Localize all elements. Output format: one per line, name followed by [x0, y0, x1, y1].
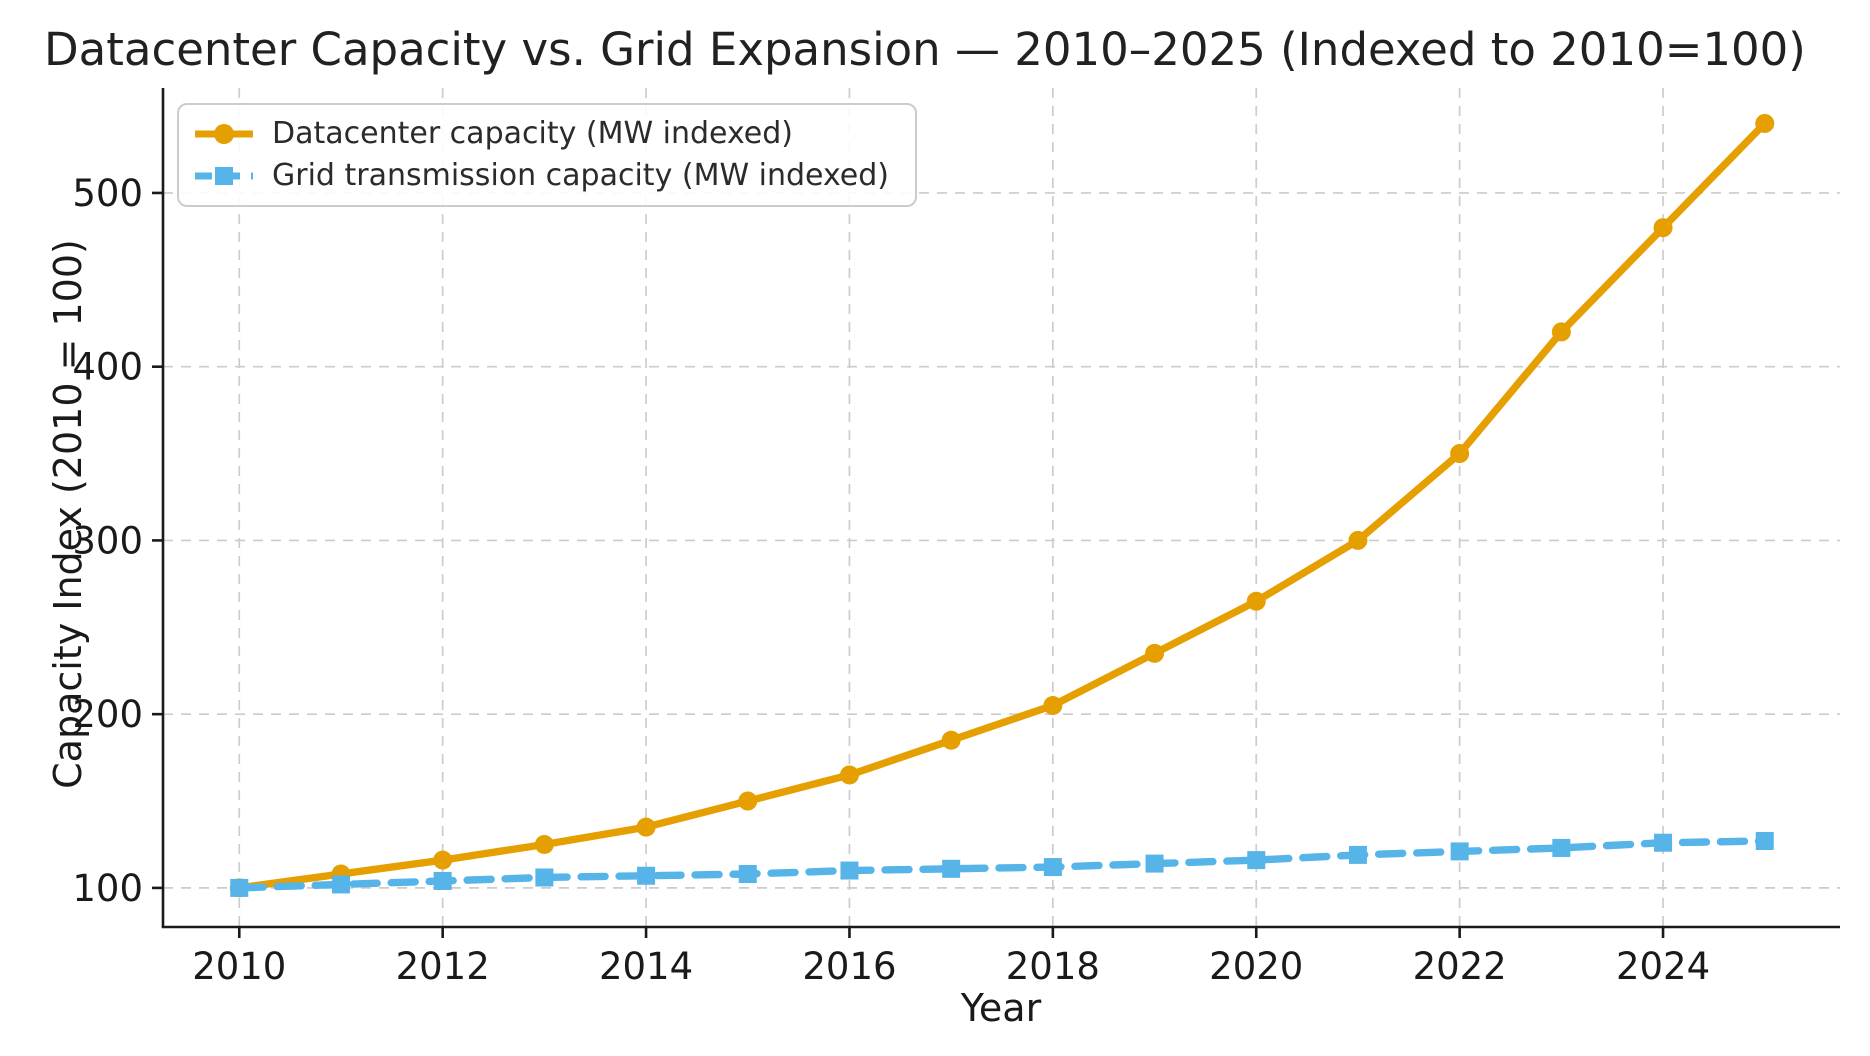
series-line-grid [235, 837, 1769, 892]
data-point-grid [1654, 833, 1673, 852]
data-point-datacenter [433, 850, 453, 870]
legend-item-grid: Grid transmission capacity (MW indexed) [193, 158, 889, 193]
legend-label-grid: Grid transmission capacity (MW indexed) [272, 158, 890, 193]
data-point-datacenter [1653, 218, 1673, 238]
data-point-grid [1247, 851, 1266, 870]
x-tick-label: 2012 [396, 945, 490, 988]
data-point-grid [840, 861, 859, 880]
x-tick-label: 2024 [1616, 945, 1710, 988]
data-point-grid [1348, 845, 1367, 864]
data-point-grid [535, 868, 554, 887]
legend-item-datacenter: Datacenter capacity (MW indexed) [193, 116, 889, 151]
x-tick-label: 2014 [599, 945, 693, 988]
grid-series-swatch-icon [195, 166, 253, 185]
data-point-grid [942, 859, 961, 878]
legend-label-datacenter: Datacenter capacity (MW indexed) [272, 116, 794, 151]
data-point-datacenter [636, 817, 656, 837]
data-point-datacenter [1043, 695, 1063, 715]
legend: Datacenter capacity (MW indexed) Grid tr… [177, 103, 918, 207]
x-tick-label: 2020 [1209, 945, 1303, 988]
y-tick-label: 100 [72, 867, 143, 910]
x-tick-label: 2022 [1413, 945, 1507, 988]
y-tick-label: 500 [72, 172, 143, 215]
chart-title: Datacenter Capacity vs. Grid Expansion —… [44, 23, 1806, 76]
data-point-grid [1755, 831, 1774, 850]
data-point-datacenter [1348, 530, 1368, 550]
data-point-grid [637, 866, 656, 885]
datacenter-series-swatch-icon [195, 123, 253, 144]
data-point-grid [738, 865, 757, 884]
y-axis-label: Capacity Index (2010 = 100) [46, 239, 90, 789]
x-axis-label: Year [960, 986, 1042, 1030]
data-point-grid [1552, 838, 1571, 857]
data-point-datacenter [1450, 444, 1470, 464]
y-tick-label: 200 [72, 693, 143, 736]
data-point-grid [433, 871, 452, 890]
data-point-grid [1043, 858, 1062, 877]
data-point-datacenter [1145, 643, 1165, 663]
data-point-grid [1145, 854, 1164, 873]
data-point-datacenter [1246, 591, 1266, 611]
data-point-grid [1450, 842, 1469, 861]
series-line-datacenter [235, 119, 1769, 892]
x-tick-label: 2010 [192, 945, 286, 988]
data-point-datacenter [839, 765, 859, 785]
data-point-datacenter [1755, 113, 1775, 133]
x-tick-label: 2016 [802, 945, 896, 988]
y-tick-label: 300 [72, 519, 143, 562]
data-point-datacenter [1551, 322, 1571, 342]
data-point-grid [331, 875, 350, 894]
data-point-grid [230, 878, 249, 897]
data-point-datacenter [738, 791, 758, 811]
data-point-datacenter [941, 730, 961, 750]
x-tick-label: 2018 [1006, 945, 1100, 988]
y-tick-label: 400 [72, 346, 143, 389]
data-point-datacenter [534, 834, 554, 854]
